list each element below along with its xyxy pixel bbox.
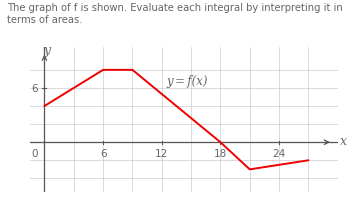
Text: 24: 24 <box>272 148 286 158</box>
Text: 6: 6 <box>100 148 106 158</box>
Text: y = f(x): y = f(x) <box>167 75 208 88</box>
Text: x: x <box>340 135 347 148</box>
Text: 12: 12 <box>155 148 168 158</box>
Text: y: y <box>44 43 51 56</box>
Text: 18: 18 <box>214 148 227 158</box>
Text: 0: 0 <box>32 148 38 158</box>
Text: 6: 6 <box>32 84 38 93</box>
Text: The graph of f is shown. Evaluate each integral by interpreting it in terms of a: The graph of f is shown. Evaluate each i… <box>7 3 343 24</box>
